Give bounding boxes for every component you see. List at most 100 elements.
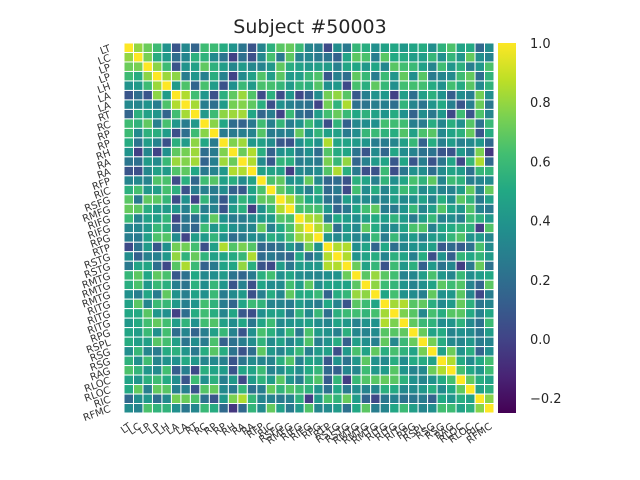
- heatmap-cell: [123, 184, 134, 196]
- heatmap-cell: [218, 61, 229, 72]
- heatmap-cell: [142, 70, 153, 82]
- heatmap-cell: [360, 70, 372, 82]
- heatmap-cell: [474, 393, 486, 405]
- heatmap-cell: [446, 194, 457, 205]
- heatmap-cell: [313, 260, 324, 272]
- heatmap-cell: [427, 80, 438, 91]
- heatmap-cell: [237, 175, 248, 186]
- heatmap-cell: [284, 51, 296, 63]
- heatmap-cell: [208, 355, 220, 367]
- heatmap-cell: [341, 403, 353, 414]
- heatmap-cell: [256, 42, 267, 53]
- heatmap-cell: [303, 156, 315, 167]
- heatmap-cell: [341, 184, 353, 196]
- heatmap-cell: [170, 203, 182, 215]
- heatmap-cell: [379, 184, 391, 196]
- heatmap-cell: [370, 289, 381, 300]
- heatmap-cell: [398, 384, 410, 395]
- heatmap-cell: [284, 251, 296, 262]
- heatmap-cell: [275, 108, 286, 120]
- heatmap-cell: [474, 365, 486, 376]
- heatmap-cell: [123, 232, 134, 243]
- heatmap-cell: [389, 365, 400, 376]
- heatmap-cell: [246, 279, 258, 291]
- heatmap-cell: [180, 365, 191, 376]
- heatmap-cell: [370, 279, 381, 291]
- heatmap-cell: [227, 175, 239, 186]
- heatmap-cell: [294, 222, 305, 234]
- heatmap-cell: [123, 279, 134, 291]
- heatmap-cell: [256, 184, 267, 196]
- heatmap-cell: [265, 118, 277, 129]
- heatmap-cell: [227, 156, 239, 167]
- heatmap-cell: [389, 137, 400, 148]
- heatmap-cell: [427, 336, 438, 348]
- heatmap-cell: [275, 298, 286, 310]
- heatmap-cell: [408, 317, 419, 329]
- heatmap-cell: [161, 203, 172, 215]
- heatmap-cell: [151, 298, 163, 310]
- heatmap-cell: [341, 308, 353, 319]
- heatmap-cell: [151, 308, 163, 319]
- heatmap-cell: [161, 51, 172, 63]
- heatmap-cell: [389, 317, 400, 329]
- heatmap-cell: [218, 393, 229, 405]
- y-tick-label: LT: [99, 43, 113, 57]
- heatmap-cell: [360, 241, 372, 253]
- heatmap-cell: [123, 251, 134, 262]
- heatmap-cell: [246, 80, 258, 91]
- heatmap-cell: [294, 42, 305, 53]
- heatmap-cell: [408, 127, 419, 139]
- heatmap-cell: [427, 165, 438, 177]
- heatmap-cell: [322, 99, 334, 110]
- heatmap-cell: [199, 165, 210, 177]
- heatmap-cell: [446, 175, 457, 186]
- heatmap-cell: [313, 327, 324, 338]
- heatmap-cell: [256, 251, 267, 262]
- heatmap-cell: [465, 365, 476, 376]
- colorbar: [498, 43, 516, 413]
- y-tick-label: LP: [98, 62, 113, 76]
- heatmap-cell: [237, 251, 248, 262]
- heatmap-cell: [455, 336, 467, 348]
- heatmap-cell: [484, 393, 495, 405]
- heatmap-cell: [170, 42, 182, 53]
- heatmap-cell: [341, 393, 353, 405]
- heatmap-cell: [446, 156, 457, 167]
- heatmap-cell: [398, 118, 410, 129]
- heatmap-cell: [436, 232, 448, 243]
- heatmap-cell: [275, 327, 286, 338]
- heatmap-cell: [123, 127, 134, 139]
- heatmap-cell: [132, 270, 144, 281]
- heatmap-cell: [446, 89, 457, 101]
- heatmap-cell: [455, 384, 467, 395]
- heatmap-cell: [256, 403, 267, 414]
- heatmap-cell: [123, 61, 134, 72]
- heatmap-cell: [246, 308, 258, 319]
- heatmap-cell: [256, 270, 267, 281]
- heatmap-cell: [379, 317, 391, 329]
- heatmap-cell: [332, 346, 343, 357]
- heatmap-cell: [284, 61, 296, 72]
- heatmap-cell: [484, 108, 495, 120]
- heatmap-cell: [370, 365, 381, 376]
- heatmap-cell: [256, 289, 267, 300]
- heatmap-cell: [246, 175, 258, 186]
- heatmap-cell: [294, 213, 305, 224]
- heatmap-cell: [199, 336, 210, 348]
- heatmap-cell: [360, 137, 372, 148]
- heatmap-cell: [123, 146, 134, 158]
- heatmap-cell: [313, 118, 324, 129]
- heatmap-cell: [275, 251, 286, 262]
- heatmap-cell: [294, 241, 305, 253]
- heatmap-cell: [189, 346, 201, 357]
- heatmap-cell: [351, 384, 362, 395]
- heatmap-cell: [180, 260, 191, 272]
- heatmap-cell: [322, 346, 334, 357]
- heatmap-cell: [332, 317, 343, 329]
- heatmap-cell: [161, 184, 172, 196]
- heatmap-cell: [313, 251, 324, 262]
- heatmap-cell: [379, 42, 391, 53]
- heatmap-cell: [360, 146, 372, 158]
- heatmap-cell: [455, 127, 467, 139]
